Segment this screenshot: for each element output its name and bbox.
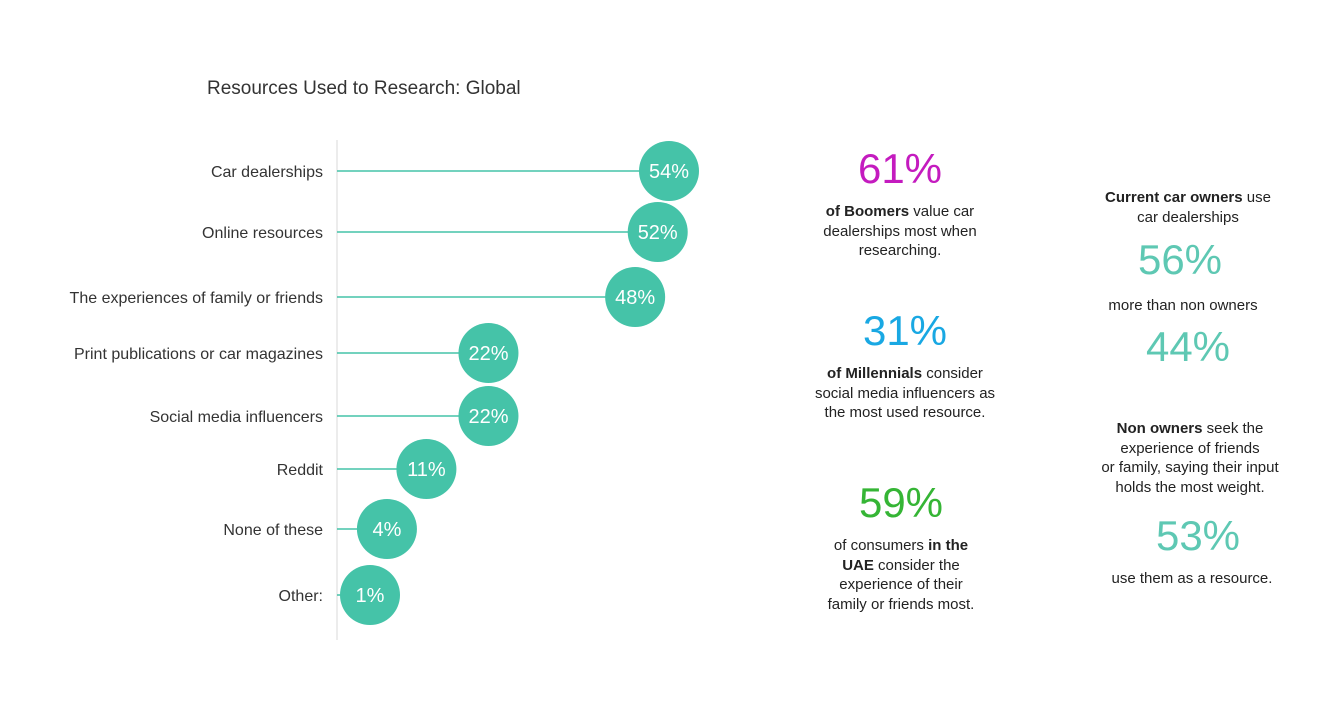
value-label: 4%: [372, 519, 401, 541]
stat-millennials-value: 31%: [862, 307, 948, 354]
value-label: 22%: [468, 406, 508, 428]
lollipop-marker: [458, 386, 519, 446]
stat-uae: 59% of consumers in the UAE consider the…: [795, 482, 1007, 614]
lollipop-marker: [458, 323, 519, 383]
stat-boomers: 61% of Boomers value car dealerships mos…: [795, 148, 1005, 261]
value-label: 48%: [615, 287, 655, 309]
owners-text: Current car owners use car dealerships: [1105, 189, 1271, 226]
lollipop-marker: [639, 141, 699, 201]
owners-value: 56%: [1137, 236, 1223, 283]
category-label: The experiences of family or friends: [70, 290, 323, 307]
stat-uae-text: of consumers in the UAE consider the exp…: [827, 537, 975, 613]
lollipop-chart: 54% Car dealerships 52% Online resources 48%…: [70, 140, 699, 640]
value-label: 52%: [638, 222, 678, 244]
stat-boomers-value: 61%: [857, 145, 943, 192]
non-owners-after-text: use them as a resource.: [1111, 570, 1273, 587]
category-label: Print publications or car magazines: [74, 346, 323, 363]
value-label: 11%: [407, 459, 446, 481]
lollipop-marker: [340, 565, 400, 625]
lollipop-marker: [356, 499, 417, 559]
stat-millennials: 31% of Millennials consider social media…: [795, 310, 1015, 423]
stat-millennials-text: of Millennials consider social media inf…: [814, 365, 996, 421]
lollipop-marker: [627, 202, 688, 262]
value-label: 1%: [356, 585, 385, 607]
category-label: Social media influencers: [150, 409, 323, 426]
stat-uae-value: 59%: [858, 479, 944, 526]
category-label: Car dealerships: [211, 164, 323, 181]
chart-title: Resources Used to Research: Global: [207, 78, 521, 99]
category-label: Online resources: [202, 225, 323, 242]
category-label: Other:: [279, 588, 323, 605]
owners-comparison-text: more than non owners: [1108, 297, 1258, 314]
non-owners-value: 53%: [1155, 512, 1241, 559]
non-owners-text: Non owners seek the experience of friend…: [1101, 420, 1279, 496]
lollipop-marker: [396, 439, 457, 499]
stat-boomers-text: of Boomers value car dealerships most wh…: [823, 203, 977, 259]
non-owners-dealership-value: 44%: [1145, 323, 1231, 370]
value-label: 54%: [649, 161, 689, 183]
lollipop-marker: [605, 267, 666, 327]
category-label: None of these: [223, 522, 323, 539]
category-label: Reddit: [277, 462, 324, 479]
value-label: 22%: [468, 343, 508, 365]
